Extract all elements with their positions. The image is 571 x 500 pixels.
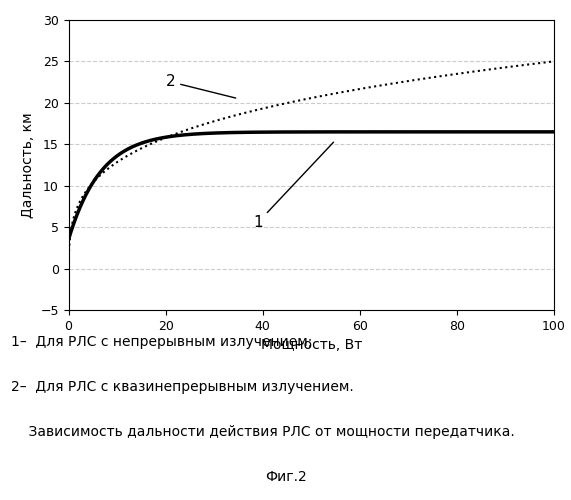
Text: 1–  Для РЛС с непрерывным излучением;: 1– Для РЛС с непрерывным излучением;	[11, 335, 313, 349]
Y-axis label: Дальность, км: Дальность, км	[21, 112, 35, 218]
Text: Фиг.2: Фиг.2	[264, 470, 307, 484]
Text: Зависимость дальности действия РЛС от мощности передатчика.: Зависимость дальности действия РЛС от мо…	[11, 425, 515, 439]
X-axis label: Мощность, Вт: Мощность, Вт	[260, 338, 362, 352]
Text: 1: 1	[253, 142, 333, 230]
Text: 2–  Для РЛС с квазинепрерывным излучением.: 2– Для РЛС с квазинепрерывным излучением…	[11, 380, 354, 394]
Text: 2: 2	[166, 74, 236, 98]
